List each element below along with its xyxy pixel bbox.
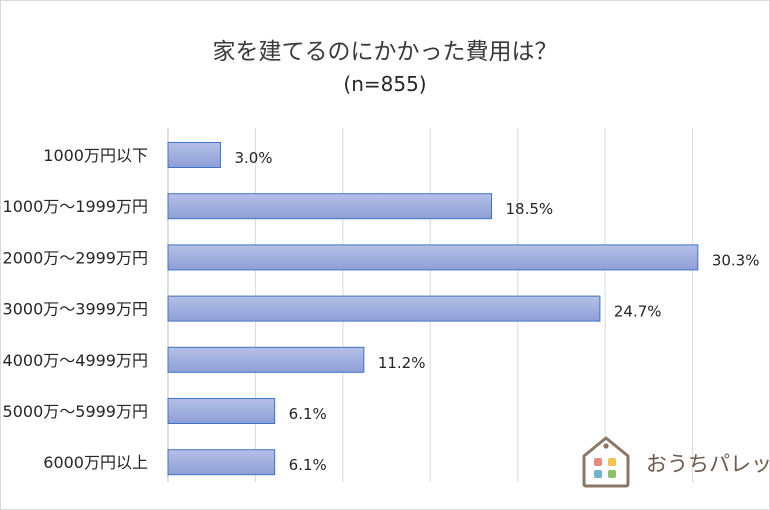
logo-text: おうちパレット [646,452,770,476]
category-label: 1000万～1999万円 [3,197,148,216]
chart-subtitle: (n=855) [343,72,427,96]
category-label: 3000万～3999万円 [3,300,148,319]
category-label: 6000万円以上 [43,453,148,472]
bar [167,193,492,220]
data-label: 18.5% [505,200,553,218]
bar [167,449,276,476]
bar [167,346,365,373]
data-label: 24.7% [614,303,662,321]
data-label: 30.3% [712,251,760,269]
chart-title: 家を建てるのにかかった費用は？ [212,39,558,65]
data-label: 3.0% [234,149,272,167]
bar [167,398,276,424]
bar [167,295,601,322]
category-label: 5000万～5999万円 [3,402,148,421]
bar [167,244,699,271]
data-label: 6.1% [289,405,327,423]
bar [167,142,221,168]
house-logo-icon [580,434,632,492]
category-label: 4000万～4999万円 [3,351,148,370]
data-label: 11.2% [378,354,426,372]
category-label: 2000万～2999万円 [3,248,148,267]
data-label: 6.1% [289,456,327,474]
category-label: 1000万円以下 [43,146,148,165]
